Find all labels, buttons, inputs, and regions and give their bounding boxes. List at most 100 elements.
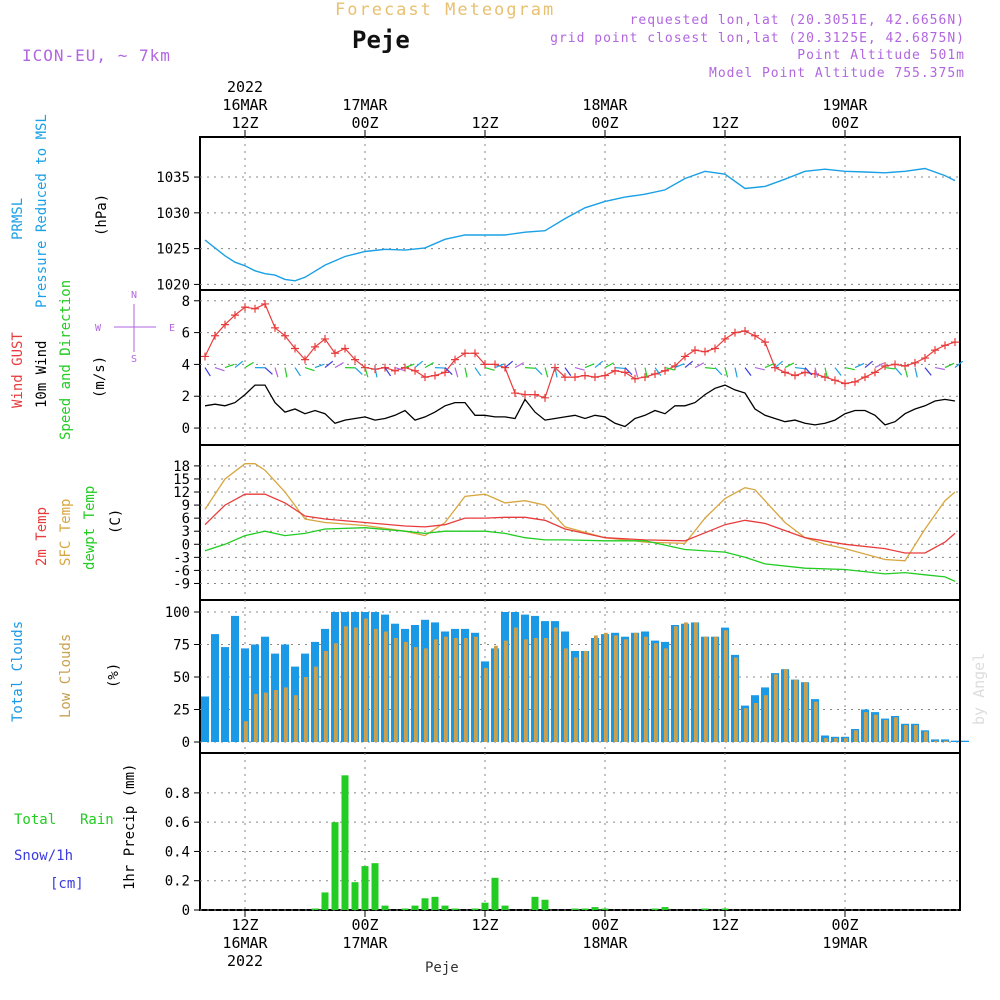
wind-10m-label: 10m Wind <box>34 341 50 408</box>
gust-marker <box>211 331 219 340</box>
gust-marker <box>281 331 289 340</box>
y-tick-label: 0 <box>182 421 190 437</box>
wind-arrow <box>324 360 334 369</box>
y-tick-label: 4 <box>182 357 190 373</box>
wind-arrow <box>244 361 254 369</box>
gust-marker <box>681 352 689 361</box>
gust-marker <box>701 347 709 356</box>
wind-arrow <box>854 362 865 369</box>
low-cloud-bar <box>454 638 458 742</box>
wind-arrow <box>954 360 964 369</box>
low-cloud-bar <box>654 643 658 742</box>
low-cloud-bar <box>834 738 838 742</box>
low-cloud-bar <box>334 643 338 742</box>
rain-bar <box>361 866 369 910</box>
wind-arrow <box>624 367 633 376</box>
wind-arrow <box>754 367 765 371</box>
wind-arrow <box>554 367 558 378</box>
wind-arrow <box>934 367 945 371</box>
speed-dir-label: Speed and Direction <box>58 280 74 440</box>
top-axis-label: 00Z <box>591 114 618 132</box>
gust-marker <box>781 368 789 377</box>
grid-point-coords: grid point closest lon,lat (20.3125E, 42… <box>550 31 965 46</box>
wind-arrow <box>204 367 211 377</box>
bottom-axis-label: 00Z <box>351 916 378 934</box>
wind-arrow <box>564 367 572 377</box>
y-tick-label: 8 <box>182 294 190 310</box>
rain-bar <box>331 822 339 910</box>
low-cloud-bar <box>754 703 758 742</box>
rain-bar <box>661 907 669 910</box>
gust-marker <box>481 360 489 369</box>
wind-arrow <box>284 367 288 378</box>
rain-bar <box>471 908 479 910</box>
wind-10m-line <box>204 384 956 428</box>
wind-arrow <box>574 367 585 371</box>
precip-labels: Total Rain Snow/1h [cm] 1hr Precip (mm) <box>14 764 138 892</box>
rain-label: Rain <box>80 812 114 828</box>
model-name: ICON-EU, ~ 7km <box>22 46 171 65</box>
low-cloud-bar <box>684 622 688 742</box>
low-cloud-bar <box>244 721 248 742</box>
low-cloud-bar <box>434 639 438 742</box>
bottom-axis-label: 12Z <box>711 916 738 934</box>
top-axis-label: 17MAR <box>342 96 388 114</box>
rain-bar <box>541 899 549 910</box>
compass-e: E <box>169 323 175 334</box>
gust-marker <box>861 373 869 382</box>
top-axis-label: 12Z <box>471 114 498 132</box>
temperature-frame <box>199 444 961 601</box>
gust-marker <box>951 338 959 347</box>
y-tick-label: 3 <box>182 524 190 540</box>
total-cloud-bar <box>211 634 219 742</box>
gust-marker <box>941 341 949 350</box>
wind-arrow <box>234 360 244 369</box>
ms-label: (m/s) <box>92 356 108 398</box>
gust-marker <box>811 369 819 378</box>
y-tick-label: 75 <box>173 638 190 654</box>
low-cloud-bar <box>594 635 598 742</box>
low-cloud-bar <box>724 630 728 742</box>
low-cloud-bar <box>714 636 718 742</box>
low-cloud-bar <box>914 725 918 742</box>
y-tick-label: 0 <box>182 903 190 919</box>
requested-coords: requested lon,lat (20.3051E, 42.6656N) <box>630 13 965 28</box>
total-cloud-bar <box>251 644 259 742</box>
gust-marker <box>471 349 479 358</box>
wind-arrow <box>804 367 813 376</box>
y-tick-label: 0.2 <box>165 874 190 890</box>
y-tick-label: 12 <box>173 485 190 501</box>
wind-arrow <box>534 367 543 376</box>
y-tick-label: 0 <box>182 537 190 553</box>
low-clouds-label: Low Clouds <box>58 634 74 718</box>
y-tick-label: 100 <box>165 605 190 621</box>
gust-marker <box>421 373 429 382</box>
y-tick-label: 18 <box>173 459 190 475</box>
top-axis-label: 16MAR <box>222 96 268 114</box>
low-cloud-bar <box>744 708 748 742</box>
low-cloud-bar <box>474 636 478 742</box>
gust-marker <box>911 358 919 367</box>
wind-arrow <box>774 360 784 369</box>
rain-bar <box>321 892 329 910</box>
sfc-temp-line <box>204 463 956 562</box>
low-cloud-bar <box>764 695 768 742</box>
gust-marker <box>461 349 469 358</box>
top-axis-label: 00Z <box>831 114 858 132</box>
low-cloud-bar <box>404 641 408 742</box>
y-tick-label: 0.8 <box>165 786 190 802</box>
gust-marker <box>891 360 899 369</box>
wind-arrow <box>354 367 363 375</box>
gust-marker <box>451 355 459 364</box>
gust-marker <box>351 355 359 364</box>
rain-bar <box>601 908 609 910</box>
wind-arrow <box>904 367 909 378</box>
total-clouds-label: Total Clouds <box>10 621 26 722</box>
gust-marker <box>801 368 809 377</box>
rain-bar <box>431 896 439 910</box>
wind-arrow <box>384 367 392 377</box>
top-axis-label: 19MAR <box>822 96 868 114</box>
gust-marker <box>561 373 569 382</box>
low-cloud-bar <box>804 682 808 742</box>
rain-bar <box>501 905 509 910</box>
